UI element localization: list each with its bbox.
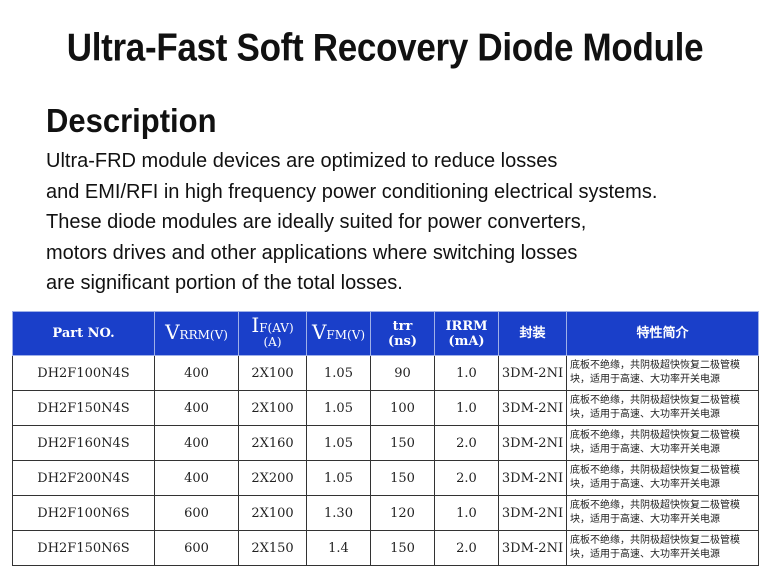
cell-if: 2X100 (238, 495, 307, 531)
cell-vfm: 1.05 (306, 355, 371, 391)
header-vrrm: VRRM(V) (154, 311, 239, 356)
table-row: DH2F200N4S 400 2X200 1.05 150 2.0 3DM-2N… (12, 460, 759, 496)
cell-vfm: 1.05 (306, 460, 371, 496)
cell-features: 底板不绝缘，共阴极超快恢复二极管模 块，适用于高速、大功率开关电源 (566, 390, 759, 426)
page-title: Ultra-Fast Soft Recovery Diode Module (66, 26, 704, 70)
cell-if: 2X200 (238, 460, 307, 496)
cell-if: 2X150 (238, 530, 307, 566)
cell-trr: 150 (370, 425, 435, 461)
description-heading: Description (46, 102, 217, 140)
header-part-no: Part NO. (12, 311, 155, 356)
cell-if: 2X100 (238, 390, 307, 426)
cell-irrm: 2.0 (434, 460, 499, 496)
cell-package: 3DM-2NI (498, 425, 567, 461)
cell-trr: 120 (370, 495, 435, 531)
cell-irrm: 1.0 (434, 355, 499, 391)
cell-vrrm: 600 (154, 495, 239, 531)
cell-vfm: 1.30 (306, 495, 371, 531)
cell-part: DH2F150N6S (12, 530, 155, 566)
spec-table: Part NO. VRRM(V) IF(AV) (A) VFM(V) trr (… (12, 311, 759, 566)
cell-features: 底板不绝缘，共阴极超快恢复二极管模 块，适用于高速、大功率开关电源 (566, 460, 759, 496)
description-line: These diode modules are ideally suited f… (46, 211, 587, 233)
table-row: DH2F150N4S 400 2X100 1.05 100 1.0 3DM-2N… (12, 390, 759, 426)
cell-if: 2X100 (238, 355, 307, 391)
table-row: DH2F160N4S 400 2X160 1.05 150 2.0 3DM-2N… (12, 425, 759, 461)
cell-vrrm: 600 (154, 530, 239, 566)
cell-vrrm: 400 (154, 460, 239, 496)
cell-irrm: 2.0 (434, 425, 499, 461)
table-row: DH2F100N4S 400 2X100 1.05 90 1.0 3DM-2NI… (12, 355, 759, 391)
cell-features: 底板不绝缘，共阴极超快恢复二极管模 块，适用于高速、大功率开关电源 (566, 425, 759, 461)
cell-features: 底板不绝缘，共阴极超快恢复二极管模 块，适用于高速、大功率开关电源 (566, 355, 759, 391)
cell-features: 底板不绝缘，共阴极超快恢复二极管模 块，适用于高速、大功率开关电源 (566, 530, 759, 566)
cell-vfm: 1.05 (306, 425, 371, 461)
description-line: Ultra-FRD module devices are optimized t… (46, 150, 558, 172)
header-if: IF(AV) (A) (238, 311, 307, 356)
header-features: 特性简介 (566, 311, 759, 356)
cell-trr: 100 (370, 390, 435, 426)
cell-trr: 90 (370, 355, 435, 391)
cell-trr: 150 (370, 460, 435, 496)
cell-part: DH2F150N4S (12, 390, 155, 426)
cell-package: 3DM-2NI (498, 355, 567, 391)
cell-features: 底板不绝缘，共阴极超快恢复二极管模 块，适用于高速、大功率开关电源 (566, 495, 759, 531)
cell-package: 3DM-2NI (498, 495, 567, 531)
cell-vfm: 1.05 (306, 390, 371, 426)
header-package: 封装 (498, 311, 567, 356)
header-irrm: IRRM (mA) (434, 311, 499, 356)
cell-part: DH2F100N6S (12, 495, 155, 531)
table-header-row: Part NO. VRRM(V) IF(AV) (A) VFM(V) trr (… (12, 311, 759, 356)
description-line: and EMI/RFI in high frequency power cond… (46, 180, 658, 203)
header-vfm: VFM(V) (306, 311, 371, 356)
cell-trr: 150 (370, 530, 435, 566)
description-body: Ultra-FRD module devices are optimized t… (46, 146, 766, 299)
cell-part: DH2F160N4S (12, 425, 155, 461)
cell-if: 2X160 (238, 425, 307, 461)
cell-vrrm: 400 (154, 390, 239, 426)
cell-part: DH2F100N4S (12, 355, 155, 391)
cell-package: 3DM-2NI (498, 530, 567, 566)
cell-vfm: 1.4 (306, 530, 371, 566)
cell-irrm: 1.0 (434, 495, 499, 531)
cell-package: 3DM-2NI (498, 460, 567, 496)
table-row: DH2F100N6S 600 2X100 1.30 120 1.0 3DM-2N… (12, 495, 759, 531)
description-line: are significant portion of the total los… (46, 272, 403, 294)
description-line: motors drives and other applications whe… (46, 241, 578, 264)
cell-irrm: 1.0 (434, 390, 499, 426)
cell-irrm: 2.0 (434, 530, 499, 566)
cell-vrrm: 400 (154, 355, 239, 391)
cell-vrrm: 400 (154, 425, 239, 461)
cell-package: 3DM-2NI (498, 390, 567, 426)
table-row: DH2F150N6S 600 2X150 1.4 150 2.0 3DM-2NI… (12, 530, 759, 566)
cell-part: DH2F200N4S (12, 460, 155, 496)
header-trr: trr (ns) (370, 311, 435, 356)
